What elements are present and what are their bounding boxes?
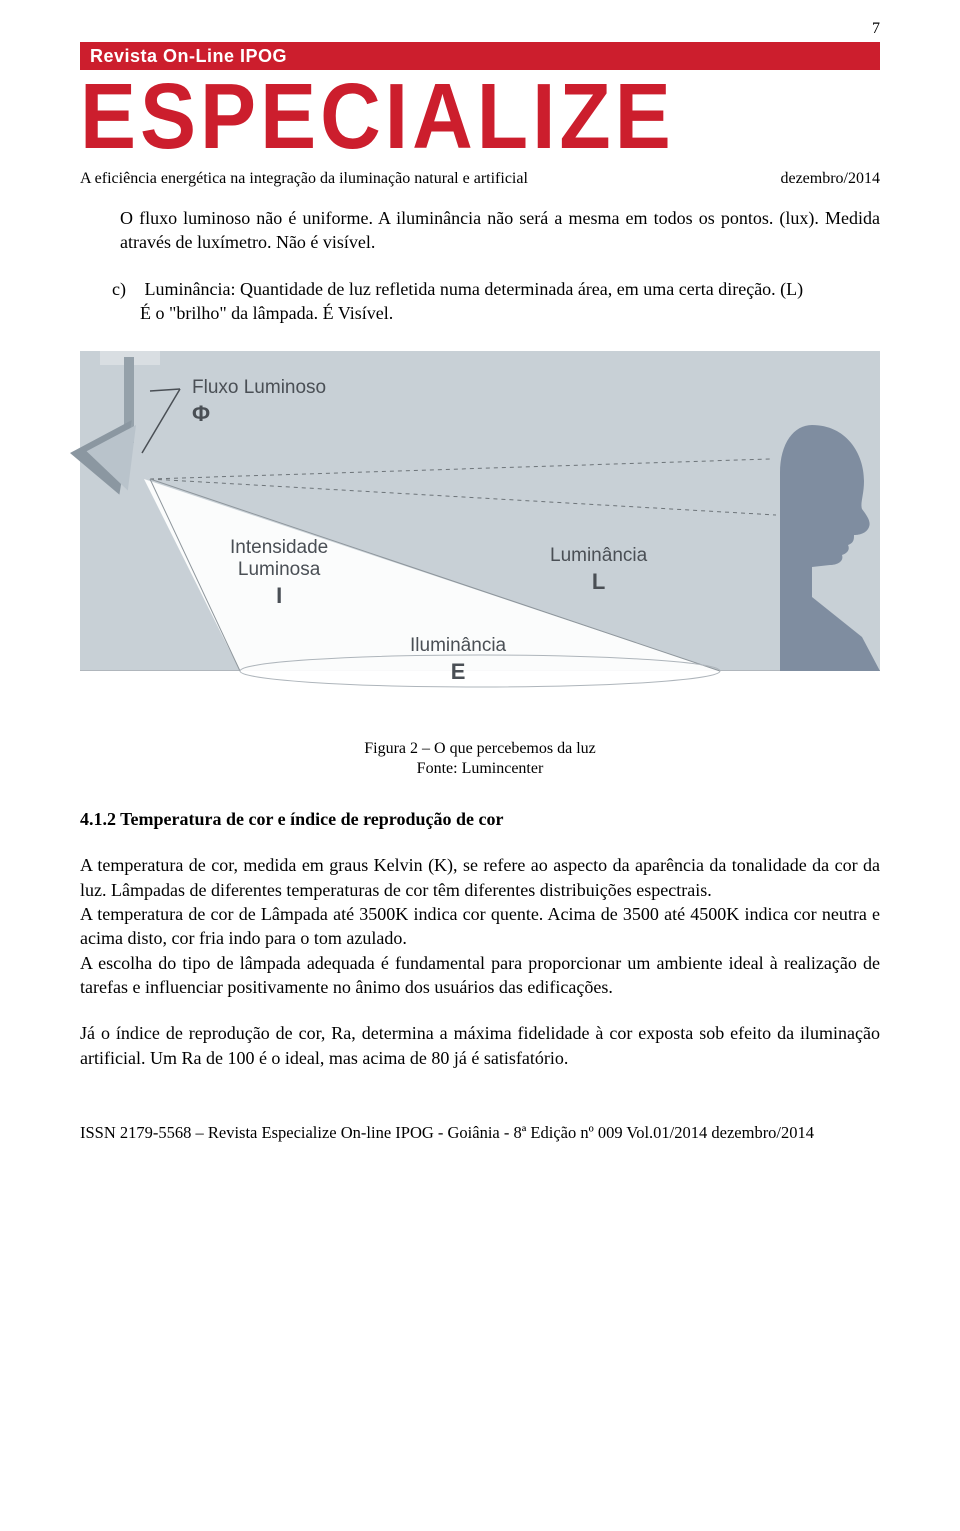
fig-label-iluminancia: Iluminância E	[410, 635, 506, 684]
paragraph-5: Já o índice de reprodução de cor, Ra, de…	[80, 1021, 880, 1070]
section-title: 4.1.2 Temperatura de cor e índice de rep…	[80, 807, 880, 831]
fig-label-iluminancia-symbol: E	[410, 659, 506, 684]
subheader: A eficiência energética na integração da…	[80, 170, 880, 188]
fig-label-intensidade-symbol: I	[230, 583, 328, 608]
figure-caption: Figura 2 – O que percebemos da luz Fonte…	[80, 739, 880, 779]
fig-label-luminancia: Luminância L	[550, 545, 647, 594]
figure-2: Fluxo Luminoso Φ Intensidade Luminosa I …	[80, 351, 880, 735]
item-c-line1: Luminância: Quantidade de luz refletida …	[145, 279, 804, 299]
fig-label-fluxo-text: Fluxo Luminoso	[192, 377, 326, 399]
body: O fluxo luminoso não é uniforme. A ilumi…	[80, 206, 880, 1144]
page-number: 7	[80, 20, 880, 38]
item-c-tag: c)	[112, 277, 140, 301]
fig-label-fluxo: Fluxo Luminoso Φ	[192, 377, 326, 426]
fig-label-intensidade-text-1: Intensidade	[230, 537, 328, 559]
fig-label-intensidade-text-2: Luminosa	[230, 559, 328, 581]
paragraph-3: A temperatura de cor de Lâmpada até 3500…	[80, 902, 880, 951]
fig-label-luminancia-symbol: L	[550, 569, 647, 594]
item-c-line2: É o "brilho" da lâmpada. É Visível.	[140, 301, 880, 325]
caption-line2: Fonte: Lumincenter	[80, 759, 880, 779]
fig-label-intensidade: Intensidade Luminosa I	[230, 537, 328, 608]
fig-label-luminancia-text: Luminância	[550, 545, 647, 567]
page-footer: ISSN 2179-5568 – Revista Especialize On-…	[80, 1122, 880, 1144]
paragraph-2: A temperatura de cor, medida em graus Ke…	[80, 853, 880, 902]
paragraph-1: O fluxo luminoso não é uniforme. A ilumi…	[80, 206, 880, 255]
fig-label-fluxo-symbol: Φ	[192, 401, 326, 426]
page: 7 Revista On-Line IPOG ESPECIALIZE A efi…	[0, 0, 960, 1184]
subheader-right: dezembro/2014	[780, 170, 880, 188]
paragraph-4: A escolha do tipo de lâmpada adequada é …	[80, 951, 880, 1000]
main-title: ESPECIALIZE	[80, 70, 880, 162]
subheader-left: A eficiência energética na integração da…	[80, 170, 528, 188]
fig-label-iluminancia-text: Iluminância	[410, 635, 506, 657]
caption-line1: Figura 2 – O que percebemos da luz	[80, 739, 880, 759]
list-item-c: c) Luminância: Quantidade de luz refleti…	[80, 277, 880, 326]
